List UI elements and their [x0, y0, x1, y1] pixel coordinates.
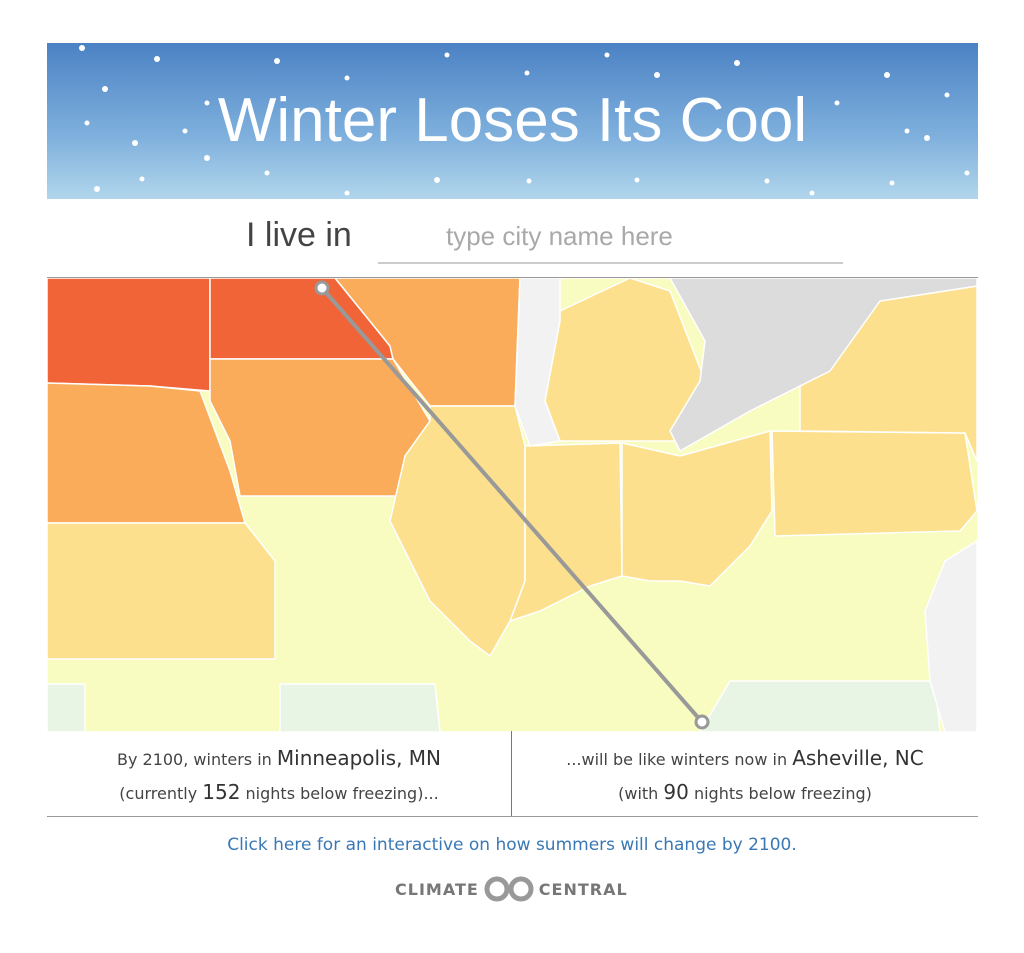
- origin-nights: 152: [202, 780, 241, 804]
- match-suffix: nights below freezing): [693, 784, 872, 803]
- logo-left: CLIMATE: [395, 879, 479, 899]
- logo: CLIMATE CENTRAL: [395, 876, 628, 902]
- snow: [79, 45, 970, 196]
- separator: [47, 816, 978, 817]
- origin-info: By 2100, winters in Minneapolis, MN (cur…: [47, 732, 511, 816]
- logo-right: CENTRAL: [538, 879, 628, 899]
- banner: Winter Loses Its Cool: [47, 43, 978, 199]
- divider: [511, 731, 512, 816]
- match-prefix: ...will be like winters now in: [566, 750, 788, 769]
- match-info: ...will be like winters now in Asheville…: [513, 732, 977, 816]
- logo-mark: [484, 876, 534, 902]
- map[interactable]: [47, 277, 978, 732]
- origin-open: (currently: [119, 784, 198, 803]
- city-input[interactable]: type city name here: [378, 216, 843, 264]
- match-city: Asheville, NC: [792, 746, 924, 770]
- origin-suffix: nights below freezing)...: [245, 784, 439, 803]
- origin-prefix: By 2100, winters in: [116, 750, 272, 769]
- match-nights: 90: [663, 780, 689, 804]
- summer-link[interactable]: Click here for an interactive on how sum…: [227, 835, 797, 855]
- title: Winter Loses Its Cool: [217, 86, 808, 155]
- search-label: I live in: [246, 216, 352, 254]
- match-open: (with: [618, 784, 659, 803]
- origin-city: Minneapolis, MN: [276, 746, 441, 770]
